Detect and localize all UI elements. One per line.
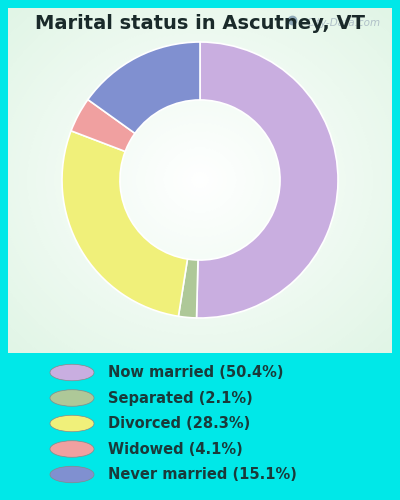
Circle shape	[109, 98, 291, 262]
Circle shape	[0, 0, 400, 388]
Circle shape	[0, 0, 400, 396]
Text: Widowed (4.1%): Widowed (4.1%)	[108, 442, 243, 456]
Circle shape	[164, 148, 236, 212]
Circle shape	[91, 82, 309, 278]
Wedge shape	[71, 100, 135, 152]
Wedge shape	[88, 42, 200, 134]
Text: Separated (2.1%): Separated (2.1%)	[108, 390, 253, 406]
Circle shape	[196, 176, 204, 184]
Circle shape	[46, 41, 354, 319]
Circle shape	[100, 90, 300, 270]
Circle shape	[0, 0, 400, 400]
Circle shape	[0, 0, 400, 404]
Circle shape	[23, 21, 377, 339]
Circle shape	[50, 364, 94, 381]
Circle shape	[54, 50, 346, 310]
Circle shape	[68, 62, 332, 298]
Circle shape	[82, 74, 318, 286]
Circle shape	[132, 119, 268, 241]
Wedge shape	[62, 131, 188, 316]
Circle shape	[182, 164, 218, 196]
Circle shape	[141, 127, 259, 233]
Circle shape	[0, 0, 400, 392]
Circle shape	[5, 4, 395, 356]
Circle shape	[50, 415, 94, 432]
Circle shape	[104, 94, 296, 266]
Circle shape	[86, 78, 314, 282]
Text: Divorced (28.3%): Divorced (28.3%)	[108, 416, 250, 431]
Circle shape	[159, 144, 241, 216]
Circle shape	[9, 8, 391, 352]
Circle shape	[59, 54, 341, 306]
Circle shape	[0, 0, 400, 412]
Circle shape	[114, 102, 286, 258]
Circle shape	[50, 441, 94, 457]
Circle shape	[96, 86, 304, 274]
Circle shape	[123, 110, 277, 250]
Circle shape	[177, 160, 223, 200]
Circle shape	[50, 466, 94, 483]
Text: Never married (15.1%): Never married (15.1%)	[108, 467, 297, 482]
Circle shape	[0, 0, 400, 408]
Circle shape	[0, 0, 400, 360]
Circle shape	[173, 156, 227, 204]
Wedge shape	[178, 259, 198, 318]
Circle shape	[191, 172, 209, 188]
Circle shape	[168, 152, 232, 208]
Circle shape	[127, 114, 273, 246]
Circle shape	[0, 0, 400, 421]
Circle shape	[0, 0, 400, 417]
Circle shape	[50, 390, 94, 406]
Wedge shape	[196, 42, 338, 318]
Circle shape	[0, 0, 400, 380]
Circle shape	[32, 29, 368, 331]
Circle shape	[136, 123, 264, 237]
Circle shape	[14, 12, 386, 347]
Circle shape	[64, 58, 336, 302]
Circle shape	[0, 0, 400, 376]
Circle shape	[154, 139, 246, 221]
Circle shape	[0, 0, 400, 364]
Circle shape	[27, 25, 373, 335]
Circle shape	[146, 131, 254, 229]
Circle shape	[41, 37, 359, 323]
Circle shape	[50, 46, 350, 314]
Circle shape	[36, 33, 364, 327]
Circle shape	[18, 16, 382, 344]
Circle shape	[0, 0, 400, 368]
Circle shape	[0, 0, 400, 372]
Circle shape	[73, 66, 327, 294]
Circle shape	[150, 135, 250, 225]
Text: Marital status in Ascutney, VT: Marital status in Ascutney, VT	[35, 14, 365, 33]
Circle shape	[186, 168, 214, 192]
Circle shape	[0, 0, 400, 384]
Circle shape	[118, 106, 282, 254]
Text: Now married (50.4%): Now married (50.4%)	[108, 365, 284, 380]
Circle shape	[0, 0, 400, 425]
Text: City-Data.com: City-Data.com	[306, 18, 380, 28]
Circle shape	[77, 70, 323, 290]
